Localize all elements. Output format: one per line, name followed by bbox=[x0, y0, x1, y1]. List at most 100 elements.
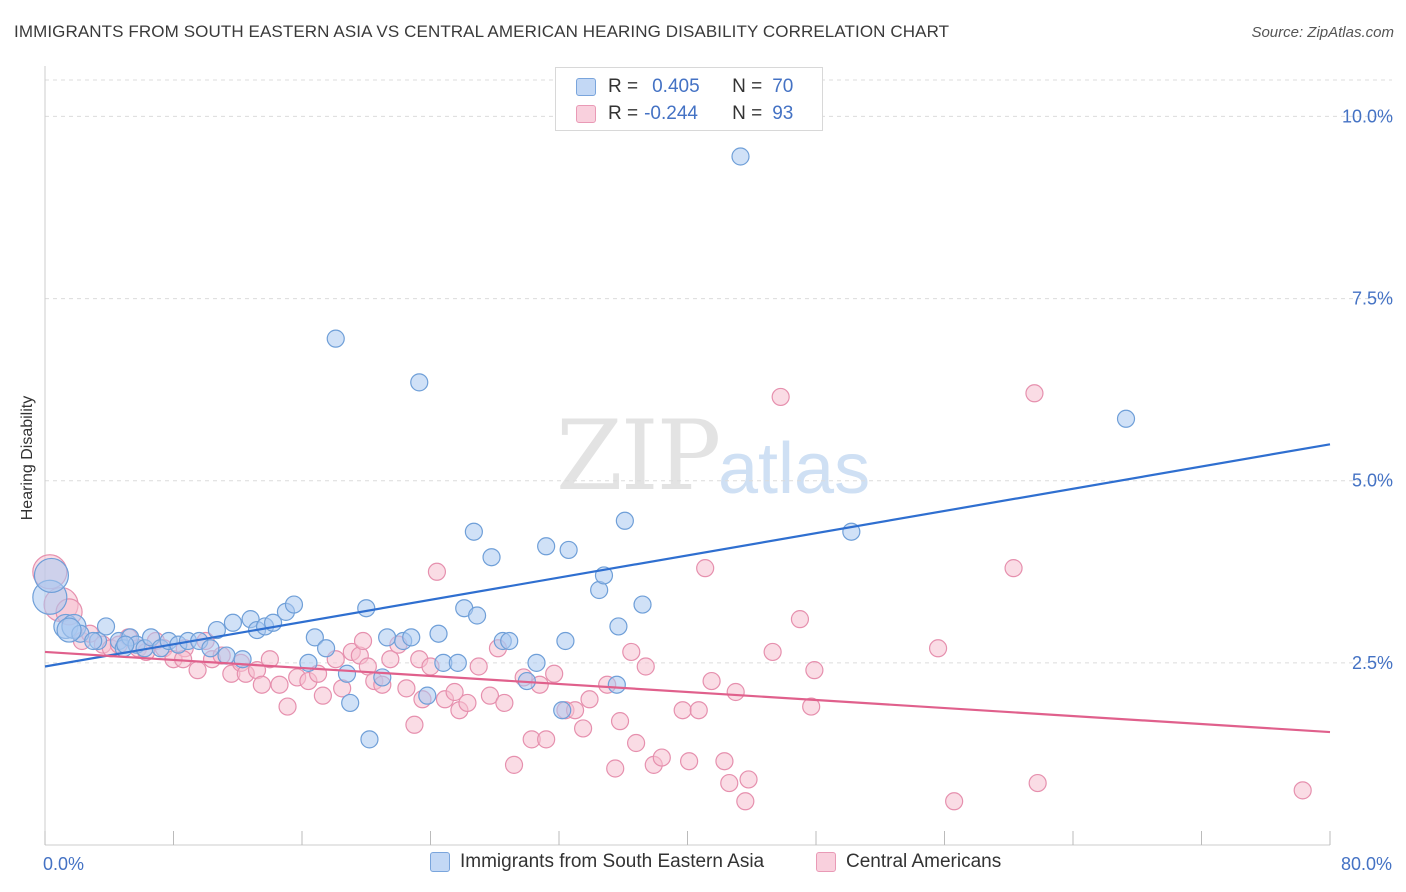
point-central-americans bbox=[313, 686, 332, 705]
point-immigrants bbox=[360, 730, 379, 749]
point-immigrants bbox=[341, 693, 360, 713]
point-immigrants bbox=[556, 631, 575, 651]
point-immigrants bbox=[357, 599, 376, 618]
y-tick-label: 2.5% bbox=[1352, 653, 1393, 673]
legend-item-central-americans[interactable]: Central Americans bbox=[816, 851, 1001, 873]
point-central-americans bbox=[702, 671, 721, 691]
trendline-immigrants bbox=[44, 443, 1331, 668]
point-immigrants bbox=[402, 628, 421, 647]
point-immigrants bbox=[418, 686, 437, 705]
point-immigrants bbox=[1116, 409, 1136, 428]
point-immigrants bbox=[326, 329, 345, 348]
point-immigrants bbox=[607, 675, 626, 694]
point-central-americans bbox=[580, 690, 599, 709]
y-tick-label: 7.5% bbox=[1352, 289, 1393, 309]
point-central-americans bbox=[715, 752, 734, 771]
legend-n-label: N = bbox=[732, 76, 763, 97]
point-immigrants bbox=[373, 668, 392, 687]
point-central-americans bbox=[495, 693, 514, 713]
legend-item-immigrants[interactable]: Immigrants from South Eastern Asia bbox=[430, 851, 764, 873]
point-central-americans bbox=[763, 642, 782, 662]
point-central-americans bbox=[1028, 773, 1047, 793]
point-central-americans bbox=[252, 675, 271, 694]
point-central-americans bbox=[689, 701, 708, 720]
point-central-americans bbox=[397, 679, 416, 698]
point-central-americans bbox=[1293, 781, 1312, 800]
point-central-americans bbox=[622, 642, 641, 662]
point-immigrants bbox=[731, 147, 750, 166]
point-immigrants bbox=[223, 613, 243, 632]
point-immigrants bbox=[500, 631, 519, 651]
point-central-americans bbox=[405, 715, 424, 734]
point-central-americans bbox=[771, 387, 790, 407]
point-central-americans bbox=[445, 682, 464, 702]
point-immigrants bbox=[467, 606, 487, 625]
point-central-americans bbox=[726, 682, 745, 702]
point-immigrants bbox=[609, 617, 628, 636]
point-central-americans bbox=[537, 730, 556, 749]
point-central-americans bbox=[805, 661, 824, 680]
legend-r-value-series1: 0.405 bbox=[652, 76, 700, 97]
point-central-americans bbox=[381, 650, 400, 669]
point-central-americans bbox=[188, 661, 207, 680]
point-central-americans bbox=[573, 719, 593, 738]
y-tick-label: 5.0% bbox=[1352, 471, 1393, 491]
point-central-americans bbox=[696, 559, 715, 578]
point-central-americans bbox=[260, 650, 279, 669]
point-central-americans bbox=[610, 712, 630, 731]
point-immigrants bbox=[527, 653, 546, 672]
legend-swatch-blue bbox=[576, 78, 596, 96]
x-tick-label: 80.0% bbox=[1341, 854, 1392, 874]
point-central-americans bbox=[680, 752, 699, 771]
point-central-americans bbox=[1004, 559, 1023, 578]
legend-n-value-series1: 70 bbox=[772, 76, 794, 97]
legend-row-series2: R = -0.244 N = 93 bbox=[576, 101, 793, 127]
point-immigrants bbox=[316, 639, 336, 658]
legend-swatch-central-americans bbox=[816, 852, 836, 872]
point-immigrants bbox=[633, 595, 652, 614]
point-immigrants bbox=[56, 617, 82, 643]
point-central-americans bbox=[626, 733, 646, 753]
x-tick-label: 0.0% bbox=[43, 854, 84, 874]
point-central-americans bbox=[504, 755, 524, 774]
point-central-americans bbox=[636, 657, 655, 676]
point-immigrants bbox=[217, 646, 236, 665]
chart-title: IMMIGRANTS FROM SOUTH EASTERN ASIA VS CE… bbox=[14, 22, 950, 41]
point-central-americans bbox=[945, 792, 964, 811]
legend-swatch-pink bbox=[576, 105, 596, 123]
point-immigrants bbox=[429, 624, 448, 643]
legend-row-series1: R = 0.405 N = 70 bbox=[576, 74, 793, 100]
watermark-atlas: atlas bbox=[718, 429, 871, 509]
point-central-americans bbox=[928, 639, 948, 658]
y-tick-label: 10.0% bbox=[1342, 106, 1393, 126]
point-immigrants bbox=[464, 522, 483, 541]
point-central-americans bbox=[1025, 384, 1044, 403]
watermark-zip: ZIP bbox=[556, 400, 721, 512]
point-central-americans bbox=[278, 697, 297, 716]
point-immigrants bbox=[337, 664, 357, 683]
point-central-americans bbox=[427, 562, 447, 581]
point-immigrants bbox=[96, 617, 116, 636]
point-immigrants bbox=[201, 639, 220, 658]
point-immigrants bbox=[448, 653, 467, 672]
point-central-americans bbox=[652, 748, 671, 767]
point-central-americans bbox=[469, 657, 488, 676]
point-immigrants bbox=[553, 701, 572, 720]
correlation-legend: R = 0.405 N = 70 R = -0.244 N = 93 bbox=[555, 67, 823, 131]
point-central-americans bbox=[790, 610, 810, 629]
legend-r-value-series2: -0.244 bbox=[644, 103, 698, 124]
legend-swatch-immigrants bbox=[430, 852, 450, 872]
point-central-americans bbox=[720, 773, 739, 793]
point-immigrants bbox=[615, 511, 634, 530]
point-immigrants bbox=[305, 628, 324, 647]
legend-r-label: R = bbox=[608, 76, 639, 97]
point-immigrants bbox=[537, 537, 556, 556]
point-immigrants bbox=[284, 595, 304, 614]
point-immigrants bbox=[482, 548, 501, 567]
chart-source: Source: ZipAtlas.com bbox=[1251, 24, 1394, 41]
point-central-americans bbox=[353, 631, 373, 651]
legend-label-immigrants: Immigrants from South Eastern Asia bbox=[460, 851, 765, 872]
point-immigrants bbox=[378, 628, 397, 647]
y-axis-label: Hearing Disability bbox=[19, 395, 36, 521]
